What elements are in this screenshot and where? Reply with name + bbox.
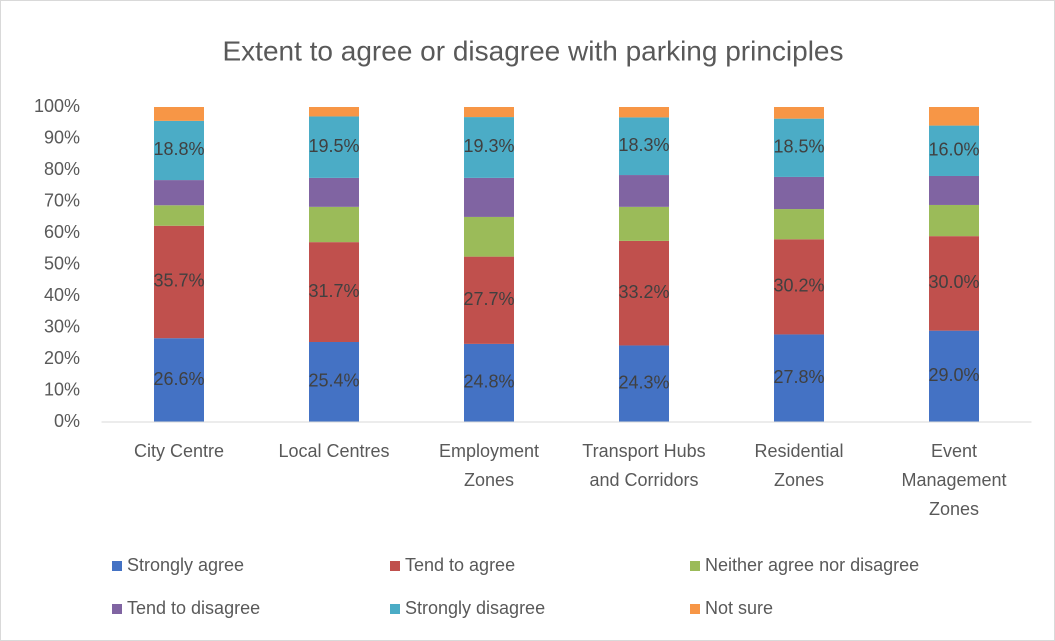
legend-swatch <box>390 561 400 571</box>
y-tick-label: 50% <box>44 253 80 273</box>
bar-segment <box>774 176 824 210</box>
bar-segment <box>154 107 204 121</box>
bar-segment <box>774 107 824 119</box>
bar-segment <box>154 120 204 181</box>
data-label: 24.3% <box>618 372 669 392</box>
data-label: 33.2% <box>618 282 669 302</box>
bar-segment <box>464 107 514 118</box>
bar-segment <box>774 209 824 240</box>
legend-swatch <box>690 604 700 614</box>
data-label: 27.8% <box>773 367 824 387</box>
legend-label: Strongly agree <box>127 555 244 575</box>
bar-segment <box>619 175 669 207</box>
data-label: 30.2% <box>773 276 824 296</box>
data-label: 25.4% <box>308 371 359 391</box>
x-tick-label: Employment Zones <box>439 441 539 490</box>
data-label: 30.0% <box>928 272 979 292</box>
data-label: 18.8% <box>153 139 204 159</box>
legend-label: Tend to disagree <box>127 598 260 618</box>
legend-swatch <box>390 604 400 614</box>
bar-segment <box>774 239 824 335</box>
bar-segment <box>309 177 359 207</box>
x-tick-label: Transport Hubs and Corridors <box>582 441 705 490</box>
legend-swatch <box>690 561 700 571</box>
data-label: 18.5% <box>773 137 824 157</box>
bar-segment <box>774 118 824 177</box>
bar-segment <box>929 107 979 126</box>
bar-segment <box>619 107 669 118</box>
bar-segment <box>929 236 979 331</box>
chart-title: Extent to agree or disagree with parking… <box>222 35 843 66</box>
bar-segment <box>619 206 669 241</box>
bar-segment <box>309 242 359 342</box>
data-label: 19.5% <box>308 136 359 156</box>
y-tick-label: 100% <box>34 96 80 116</box>
bar-segment <box>464 177 514 217</box>
bar-segment <box>464 117 514 178</box>
y-tick-label: 60% <box>44 222 80 242</box>
bar-segment <box>929 175 979 205</box>
x-tick-label: Local Centres <box>278 441 389 461</box>
x-tick-label: City Centre <box>134 441 224 461</box>
bar-segment <box>154 180 204 206</box>
x-tick-label: Event Management Zones <box>901 441 1006 519</box>
data-label: 26.6% <box>153 369 204 389</box>
data-label: 19.3% <box>463 136 514 156</box>
bar-segment <box>309 341 359 422</box>
bar-segment <box>929 204 979 237</box>
bar-segment <box>929 330 979 422</box>
y-tick-label: 20% <box>44 348 80 368</box>
legend-label: Strongly disagree <box>405 598 545 618</box>
data-label: 35.7% <box>153 271 204 291</box>
bar-segment <box>309 206 359 243</box>
y-tick-label: 70% <box>44 190 80 210</box>
legend-label: Not sure <box>705 598 773 618</box>
data-label: 24.8% <box>463 372 514 392</box>
bar-segment <box>154 225 204 339</box>
y-tick-label: 30% <box>44 316 80 336</box>
legend-label: Tend to agree <box>405 555 515 575</box>
legend-label: Neither agree nor disagree <box>705 555 919 575</box>
bar-segment <box>309 116 359 178</box>
y-tick-label: 0% <box>54 411 80 431</box>
bar-segment <box>309 107 359 117</box>
bar-segment <box>619 345 669 422</box>
data-label: 18.3% <box>618 135 669 155</box>
data-label: 27.7% <box>463 289 514 309</box>
bar-segment <box>464 216 514 257</box>
y-tick-label: 40% <box>44 285 80 305</box>
y-tick-label: 90% <box>44 127 80 147</box>
bar-segment <box>619 117 669 176</box>
y-tick-label: 10% <box>44 379 80 399</box>
bar-segment <box>154 338 204 422</box>
bar-segment <box>774 334 824 422</box>
bar-segment <box>464 256 514 344</box>
data-label: 29.0% <box>928 365 979 385</box>
y-tick-label: 80% <box>44 159 80 179</box>
legend-swatch <box>112 604 122 614</box>
x-tick-label: Residential Zones <box>754 441 843 490</box>
legend-swatch <box>112 561 122 571</box>
bar-segment <box>464 343 514 422</box>
bar-segment <box>929 125 979 176</box>
bar-segment <box>619 240 669 346</box>
data-label: 31.7% <box>308 281 359 301</box>
data-label: 16.0% <box>928 140 979 160</box>
bar-segment <box>154 205 204 226</box>
